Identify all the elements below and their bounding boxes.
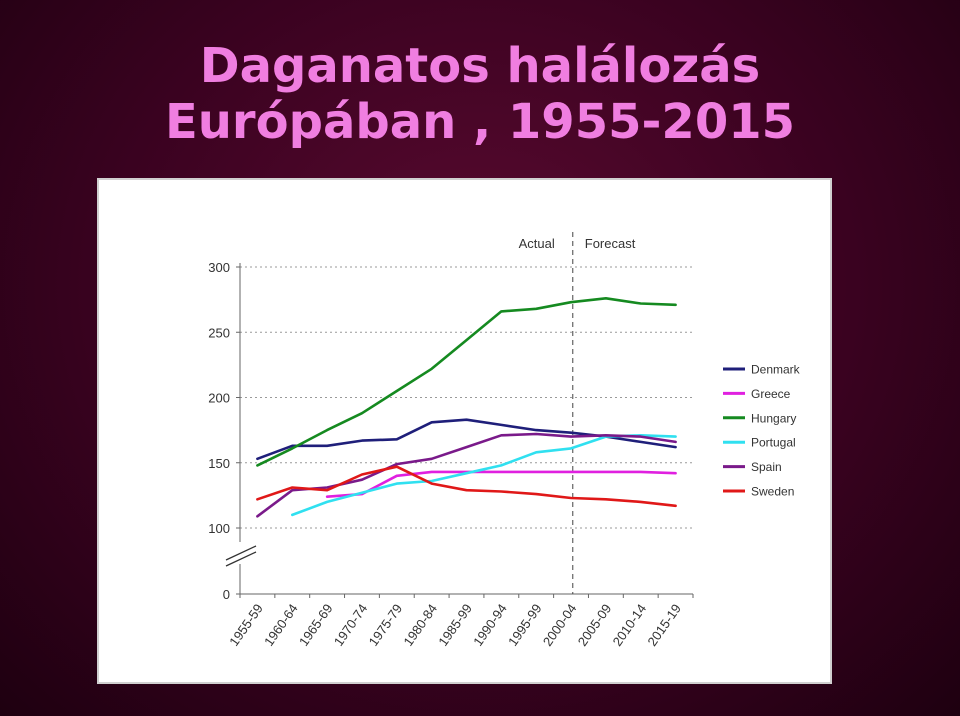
x-tick-label: 1985-99	[435, 601, 475, 649]
legend-label-portugal: Portugal	[751, 436, 796, 450]
x-tick-label: 2010-14	[610, 601, 650, 649]
x-tick-label: 1970-74	[331, 601, 371, 649]
series-line-hungary	[256, 297, 677, 467]
x-tick-label: 2000-04	[540, 601, 580, 649]
annotation-actual: Actual	[519, 236, 555, 251]
y-tick-label: 150	[208, 456, 230, 471]
y-tick-label: 250	[208, 325, 230, 340]
x-tick-label: 1975-79	[366, 601, 406, 649]
chart-panel: 0 100 150 200 250 300 1955-59 1960-64 1965-69 197…	[97, 178, 832, 684]
x-tick-label: 1990-94	[470, 601, 510, 649]
x-tick-label: 1960-64	[261, 601, 301, 649]
x-tick-label: 1980-84	[400, 601, 440, 649]
x-tick-label: 1965-69	[296, 601, 336, 649]
x-tick-label: 1995-99	[505, 601, 545, 649]
slide-title: Daganatos halálozás Európában , 1955-201…	[0, 38, 960, 150]
y-tick-label: 0	[223, 587, 230, 602]
slide-title-line1: Daganatos halálozás	[199, 38, 761, 94]
series-line-greece	[325, 470, 677, 499]
legend-label-sweden: Sweden	[751, 485, 794, 499]
chart-svg: 01001502002503001955-591960-641965-69197…	[208, 232, 801, 649]
series-line-denmark	[256, 418, 677, 461]
x-tick-label: 1955-59	[226, 601, 266, 649]
axis-break-mark	[225, 551, 257, 567]
series-line-sweden	[256, 465, 677, 508]
axis-break-mark	[225, 545, 257, 561]
series-line-spain	[256, 432, 677, 518]
legend-label-greece: Greece	[751, 387, 791, 401]
slide-title-line2: Európában , 1955-2015	[164, 94, 796, 150]
y-tick-label: 300	[208, 260, 230, 275]
legend-label-hungary: Hungary	[751, 411, 796, 425]
y-tick-label: 200	[208, 391, 230, 406]
x-tick-label: 2015-19	[644, 601, 684, 649]
annotation-forecast: Forecast	[585, 236, 636, 251]
legend-label-denmark: Denmark	[751, 363, 801, 377]
series-line-portugal	[291, 434, 677, 517]
legend-label-spain: Spain	[751, 460, 782, 474]
x-tick-label: 2005-09	[575, 601, 615, 649]
y-tick-label: 100	[208, 521, 230, 536]
